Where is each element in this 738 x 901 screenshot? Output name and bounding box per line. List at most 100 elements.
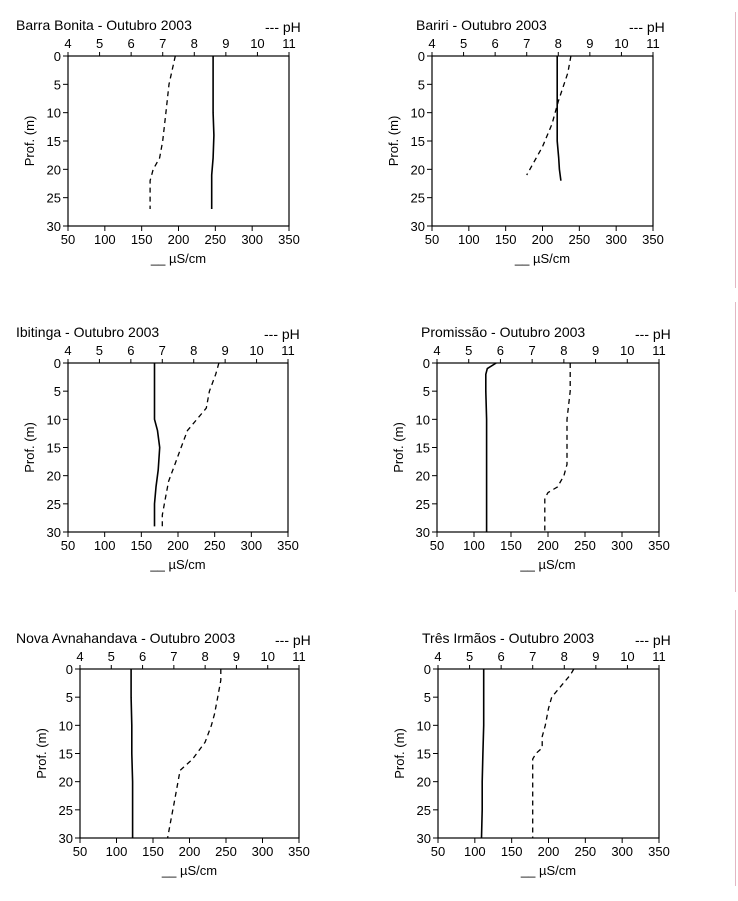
x-axis-label-bottom: __ µS/cm xyxy=(150,251,206,266)
x-tick-label-bottom: 200 xyxy=(538,844,560,859)
conductivity-profile-line xyxy=(210,56,215,209)
x-tick-label-top: 8 xyxy=(190,343,197,358)
edge-strip xyxy=(735,302,736,592)
plot-frame xyxy=(67,55,290,227)
y-tick-label: 10 xyxy=(416,412,430,427)
conductivity-profile-line xyxy=(130,669,134,838)
y-tick-label: 10 xyxy=(47,106,61,121)
y-axis-label: Prof. (m) xyxy=(22,116,37,167)
ph-profile-line xyxy=(532,668,575,838)
x-tick-label-bottom: 300 xyxy=(241,232,263,247)
y-tick-label: 15 xyxy=(47,134,61,149)
x-tick-label-top: 5 xyxy=(466,649,473,664)
x-tick-label-bottom: 150 xyxy=(501,844,523,859)
x-tick-label-top: 7 xyxy=(159,343,166,358)
x-tick-label-top: 10 xyxy=(250,36,264,51)
x-tick-label-top: 5 xyxy=(460,36,467,51)
x-tick-label-top: 5 xyxy=(465,343,472,358)
x-tick-label-top: 11 xyxy=(652,343,666,358)
x-tick-label-top: 10 xyxy=(614,36,628,51)
x-tick-label-top: 8 xyxy=(191,36,198,51)
x-tick-label-top: 7 xyxy=(159,36,166,51)
legend-ph: --- pH xyxy=(265,19,301,35)
x-tick-label-top: 5 xyxy=(96,36,103,51)
x-axis-label-bottom: __ µS/cm xyxy=(520,863,576,878)
ph-profile-line xyxy=(526,55,572,176)
y-tick-label: 15 xyxy=(59,747,73,762)
x-tick-label-bottom: 350 xyxy=(278,232,300,247)
x-tick-label-bottom: 350 xyxy=(277,538,299,553)
x-axis-label-bottom: __ µS/cm xyxy=(161,863,217,878)
x-tick-label-bottom: 50 xyxy=(425,232,439,247)
x-tick-label-bottom: 300 xyxy=(252,844,274,859)
x-tick-label-bottom: 300 xyxy=(240,538,262,553)
x-tick-label-top: 4 xyxy=(64,36,71,51)
x-tick-label-bottom: 350 xyxy=(642,232,664,247)
x-tick-label-bottom: 200 xyxy=(179,844,201,859)
y-tick-label: 15 xyxy=(411,134,425,149)
y-tick-label: 10 xyxy=(59,718,73,733)
x-tick-label-bottom: 150 xyxy=(142,844,164,859)
x-tick-label-top: 7 xyxy=(529,343,536,358)
x-tick-label-top: 7 xyxy=(170,649,177,664)
panel-5 xyxy=(75,665,300,843)
x-tick-label-bottom: 100 xyxy=(463,538,485,553)
legend-ph: --- pH xyxy=(275,632,311,648)
ph-profile-line xyxy=(149,55,176,209)
y-tick-label: 30 xyxy=(59,831,73,846)
x-tick-label-bottom: 150 xyxy=(500,538,522,553)
plot-frame xyxy=(436,362,660,533)
x-tick-label-bottom: 150 xyxy=(131,232,153,247)
x-tick-label-top: 6 xyxy=(498,649,505,664)
x-tick-label-bottom: 350 xyxy=(288,844,310,859)
y-tick-label: 0 xyxy=(423,356,430,371)
x-tick-label-bottom: 50 xyxy=(61,232,75,247)
x-tick-label-bottom: 350 xyxy=(648,844,670,859)
y-tick-label: 20 xyxy=(47,469,61,484)
x-tick-label-top: 4 xyxy=(64,343,71,358)
conductivity-profile-line xyxy=(153,363,161,527)
y-tick-label: 30 xyxy=(47,525,61,540)
y-tick-label: 10 xyxy=(417,718,431,733)
y-tick-label: 30 xyxy=(47,219,61,234)
chart-title: Nova Avnahandava - Outubro 2003 xyxy=(16,630,235,646)
x-tick-label-bottom: 50 xyxy=(430,538,444,553)
x-tick-label-top: 9 xyxy=(592,649,599,664)
x-tick-label-bottom: 100 xyxy=(94,232,116,247)
x-tick-label-bottom: 250 xyxy=(215,844,237,859)
x-tick-label-top: 8 xyxy=(202,649,209,664)
legend-ph: --- pH xyxy=(635,632,671,648)
y-tick-label: 25 xyxy=(59,803,73,818)
plot-frame xyxy=(67,362,289,533)
x-tick-label-bottom: 150 xyxy=(495,232,517,247)
y-tick-label: 30 xyxy=(417,831,431,846)
y-tick-label: 10 xyxy=(47,412,61,427)
edge-strip xyxy=(735,610,736,886)
panel-3 xyxy=(63,359,289,537)
y-tick-label: 0 xyxy=(424,662,431,677)
panel-4 xyxy=(432,359,660,537)
x-tick-label-bottom: 50 xyxy=(431,844,445,859)
y-tick-label: 30 xyxy=(411,219,425,234)
x-tick-label-top: 11 xyxy=(292,649,306,664)
y-axis-label: Prof. (m) xyxy=(391,422,406,473)
x-tick-label-top: 6 xyxy=(492,36,499,51)
panel-2 xyxy=(427,52,654,231)
y-tick-label: 0 xyxy=(66,662,73,677)
x-tick-label-top: 5 xyxy=(108,649,115,664)
y-tick-label: 25 xyxy=(411,191,425,206)
x-tick-label-bottom: 100 xyxy=(464,844,486,859)
x-tick-label-top: 9 xyxy=(592,343,599,358)
x-tick-label-bottom: 250 xyxy=(204,538,226,553)
y-tick-label: 0 xyxy=(418,49,425,64)
x-tick-label-bottom: 250 xyxy=(574,538,596,553)
x-tick-label-bottom: 300 xyxy=(605,232,627,247)
x-tick-label-top: 10 xyxy=(620,343,634,358)
x-tick-label-bottom: 200 xyxy=(168,232,190,247)
x-axis-label-bottom: __ µS/cm xyxy=(514,251,570,266)
x-tick-label-top: 11 xyxy=(652,649,666,664)
x-tick-label-top: 8 xyxy=(560,343,567,358)
x-tick-label-top: 6 xyxy=(128,36,135,51)
x-tick-label-top: 10 xyxy=(260,649,274,664)
x-tick-label-bottom: 100 xyxy=(94,538,116,553)
